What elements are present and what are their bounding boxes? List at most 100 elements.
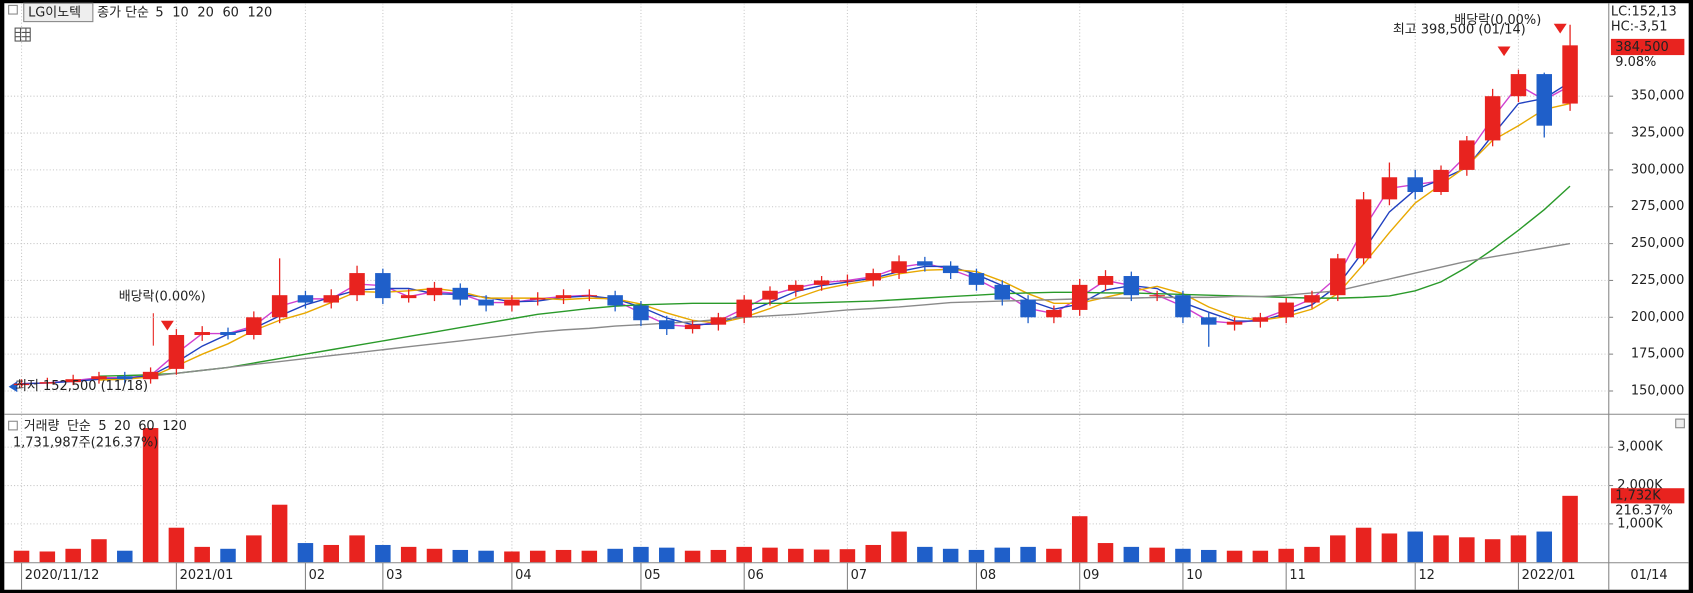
y-tick-label: 200,000 bbox=[1631, 310, 1684, 325]
candle-body bbox=[684, 324, 701, 330]
right-label: LC:152,13 bbox=[1611, 4, 1677, 19]
volume-bar bbox=[1226, 550, 1243, 563]
volume-bar bbox=[865, 544, 881, 563]
volume-bar bbox=[168, 527, 185, 563]
candle-body bbox=[375, 273, 391, 299]
menu-box[interactable] bbox=[8, 4, 18, 15]
candle-body bbox=[91, 376, 107, 380]
dividend-arrow bbox=[1553, 23, 1567, 34]
legend-label: 종가 단순 bbox=[97, 5, 149, 20]
dividend-arrow bbox=[160, 320, 174, 331]
volume-plot bbox=[13, 428, 1578, 563]
volume-max-box[interactable] bbox=[1675, 418, 1685, 429]
candle-body bbox=[607, 295, 623, 306]
chart-title: LG이노텍 bbox=[28, 5, 81, 20]
annotation: 배당락(0.00%) bbox=[1454, 13, 1541, 28]
table-icon-lines bbox=[15, 28, 31, 42]
volume-bar bbox=[1046, 548, 1062, 563]
volume-bar bbox=[1510, 535, 1527, 563]
candle-body bbox=[323, 295, 339, 303]
legend-entry: 10 bbox=[172, 5, 188, 20]
volume-menu-box[interactable] bbox=[8, 420, 18, 431]
x-tick-label: 07 bbox=[851, 568, 867, 583]
candle-body bbox=[168, 334, 185, 369]
right-label: 9.08% bbox=[1615, 55, 1656, 70]
candle-body bbox=[117, 376, 133, 380]
volume-bar bbox=[349, 535, 365, 563]
volume-bar bbox=[13, 550, 30, 563]
candle-body bbox=[478, 299, 494, 306]
candle-body bbox=[788, 284, 804, 291]
title-box[interactable] bbox=[23, 2, 94, 23]
volume-bar bbox=[1071, 516, 1088, 563]
volume-box bbox=[1610, 488, 1685, 504]
candle-body bbox=[1433, 169, 1449, 193]
right-label: HC:-3,51 bbox=[1611, 20, 1668, 35]
candle-body bbox=[581, 295, 598, 297]
candle-body bbox=[1278, 302, 1294, 318]
table-icon[interactable] bbox=[14, 27, 31, 42]
x-tick-label: 2020/11/12 bbox=[25, 568, 100, 583]
annotation: 배당락(0.00%) bbox=[119, 290, 206, 305]
volume-bar bbox=[917, 546, 933, 563]
legend-entry: 20 bbox=[197, 5, 213, 20]
volume-bar bbox=[220, 548, 236, 563]
x-tick-label: 11 bbox=[1289, 568, 1305, 583]
volume-bar bbox=[788, 548, 804, 563]
candle-body bbox=[400, 295, 417, 299]
right-label: 216.37% bbox=[1615, 503, 1673, 518]
candle-body bbox=[555, 295, 572, 299]
volume-legend-entry: 20 bbox=[114, 419, 130, 434]
volume-bar bbox=[1097, 543, 1114, 563]
y-tick-label: 225,000 bbox=[1631, 273, 1684, 288]
candle-body bbox=[220, 332, 236, 335]
y-tick-label: 300,000 bbox=[1631, 162, 1684, 177]
candle-body bbox=[246, 317, 262, 335]
candle-body bbox=[813, 280, 830, 285]
volume-bar bbox=[581, 550, 598, 563]
volume-bar bbox=[813, 549, 830, 563]
volume-bar bbox=[684, 550, 701, 563]
legend-entry: 5 bbox=[155, 5, 163, 20]
price-plot bbox=[13, 24, 1578, 388]
volume-bar bbox=[1175, 548, 1191, 563]
volume-bar bbox=[1484, 539, 1501, 563]
ma-line bbox=[98, 185, 1571, 377]
volume-bar bbox=[633, 546, 649, 563]
candle-body bbox=[1097, 276, 1114, 285]
volume-bar bbox=[1536, 531, 1553, 563]
annotation: 최고 398,500 (01/14) bbox=[1393, 23, 1526, 38]
volume-bar bbox=[1020, 546, 1036, 563]
volume-bar bbox=[1123, 546, 1140, 563]
x-tick-label: 05 bbox=[644, 568, 660, 583]
volume-bar bbox=[1562, 495, 1578, 563]
candle-body bbox=[1201, 317, 1217, 325]
candle-body bbox=[1355, 199, 1372, 259]
x-tick-label: 12 bbox=[1418, 568, 1434, 583]
candle-body bbox=[194, 332, 210, 335]
volume-bar bbox=[736, 546, 752, 563]
volume-bar bbox=[452, 549, 469, 563]
volume-legend-entry: 5 bbox=[98, 419, 106, 434]
volume-bar bbox=[942, 548, 959, 563]
candle-body bbox=[504, 299, 520, 306]
volume-bar bbox=[891, 531, 907, 563]
volume-bar bbox=[504, 551, 520, 563]
candle-body bbox=[39, 382, 56, 384]
candle-body bbox=[633, 305, 649, 321]
y-tick-label: 275,000 bbox=[1631, 199, 1684, 214]
volume-bar bbox=[426, 548, 443, 563]
candle-body bbox=[659, 320, 675, 330]
volume-bar bbox=[1304, 546, 1320, 563]
volume-bar bbox=[1355, 527, 1372, 563]
right-label: 384,500 bbox=[1615, 40, 1668, 55]
y-tick-label: 350,000 bbox=[1631, 89, 1684, 104]
y-tick-label: 175,000 bbox=[1631, 347, 1684, 362]
x-tick-label: 09 bbox=[1083, 568, 1099, 583]
volume-info: 1,731,987주(216.37%) bbox=[13, 435, 158, 450]
volume-bar bbox=[271, 504, 288, 563]
candle-body bbox=[1484, 96, 1501, 141]
candle-body bbox=[1562, 45, 1578, 104]
